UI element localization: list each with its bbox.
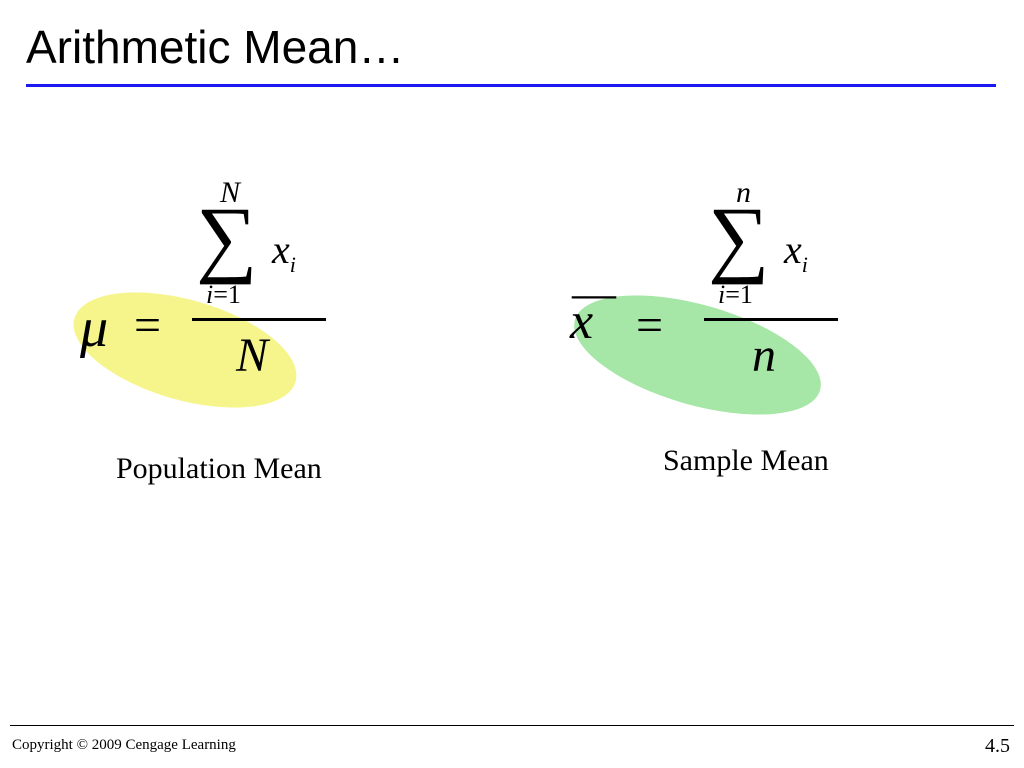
mu-symbol: μ [80, 296, 108, 360]
label-population-mean: Population Mean [116, 452, 322, 486]
slide: Arithmetic Mean… μ = N ∑ i=1 xi N Popula… [0, 0, 1024, 768]
sum-lower-bound: i=1 [206, 280, 241, 310]
footer-rule [10, 725, 1014, 726]
formula-sample-mean: x̄ ― x = n ∑ i=1 xi n [570, 180, 890, 440]
slide-title: Arithmetic Mean… [26, 20, 404, 74]
denominator: n [752, 328, 776, 383]
formula-population-mean: μ = N ∑ i=1 xi N [80, 180, 380, 440]
sum-lower-bound: i=1 [718, 280, 753, 310]
page-number: 4.5 [985, 735, 1010, 758]
fraction-bar [704, 318, 838, 321]
summand: xi [272, 226, 296, 278]
sigma-icon: ∑ [196, 194, 257, 280]
fraction-bar [192, 318, 326, 321]
equals-sign: = [134, 298, 161, 353]
sigma-icon: ∑ [708, 194, 769, 280]
title-underline [26, 84, 996, 87]
xbar-symbol: x̄ ― x [570, 292, 593, 351]
copyright-text: Copyright © 2009 Cengage Learning [12, 737, 236, 754]
label-sample-mean: Sample Mean [663, 444, 829, 478]
summand: xi [784, 226, 808, 278]
denominator: N [236, 328, 268, 383]
equals-sign: = [636, 298, 663, 353]
